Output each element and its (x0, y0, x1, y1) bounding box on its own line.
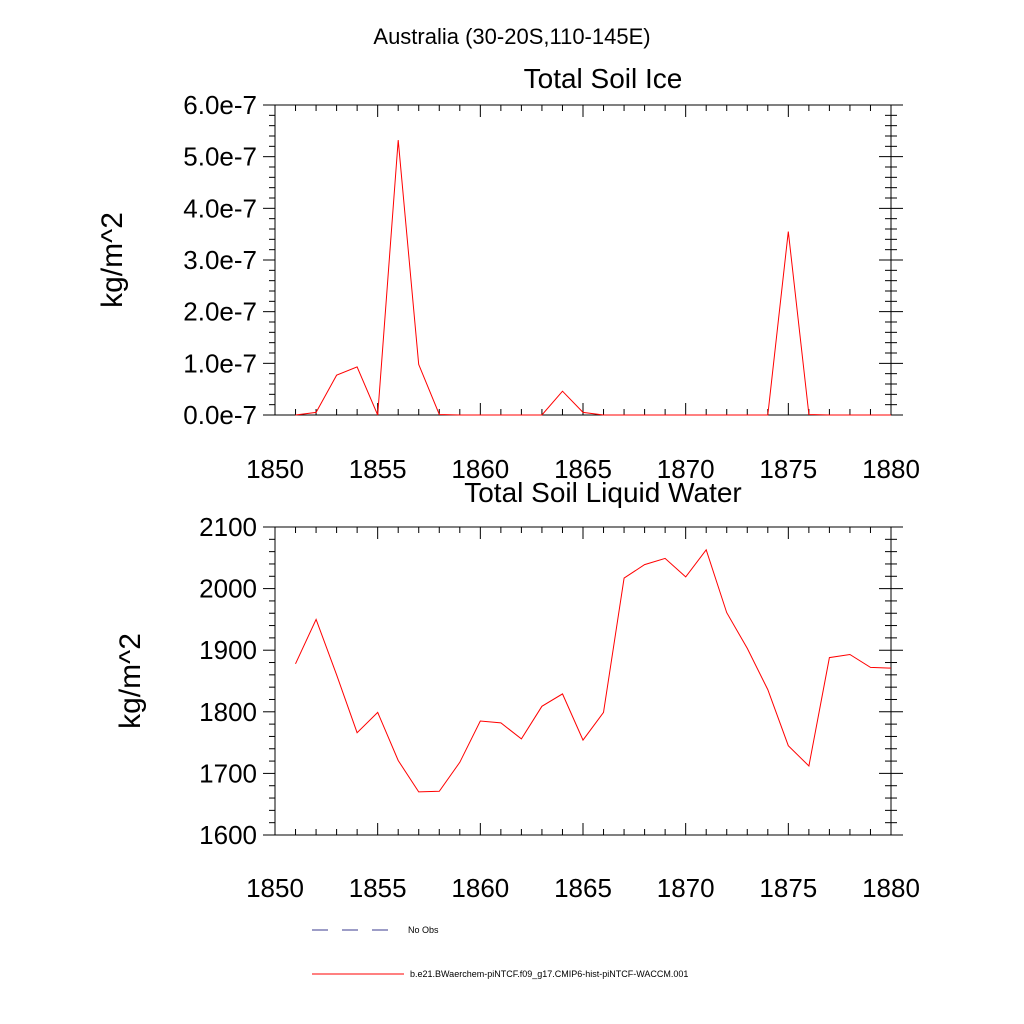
y-tick-label: 6.0e-7 (183, 90, 257, 120)
x-tick-label: 1860 (451, 873, 509, 903)
x-tick-label: 1850 (246, 454, 304, 484)
y-tick-label: 2100 (199, 512, 257, 542)
series-line (295, 140, 891, 416)
legend-label: b.e21.BWaerchem-piNTCF.f09_g17.CMIP6-his… (410, 969, 688, 979)
y-tick-label: 2000 (199, 574, 257, 604)
plot-frame (274, 104, 892, 416)
x-tick-label: 1870 (657, 873, 715, 903)
x-tick-label: 1860 (451, 454, 509, 484)
y-axis-label: kg/m^2 (96, 212, 129, 308)
plot-frame (274, 526, 892, 836)
legend: No Obs b.e21.BWaerchem-piNTCF.f09_g17.CMI… (312, 925, 688, 979)
legend-label: No Obs (408, 925, 439, 935)
x-tick-label: 1865 (554, 873, 612, 903)
x-tick-label: 1880 (862, 454, 920, 484)
y-axis-label: kg/m^2 (114, 633, 147, 729)
y-tick-label: 1700 (199, 758, 257, 788)
panel-title: Total Soil Liquid Water (464, 477, 742, 508)
y-tick-label: 3.0e-7 (183, 245, 257, 275)
y-tick-label: 1800 (199, 697, 257, 727)
x-tick-label: 1875 (759, 873, 817, 903)
panel-total-soil-liquid-water: Total Soil Liquid Water 1850 1855 1860 1865 1… (114, 477, 920, 903)
panel-total-soil-ice: Total Soil Ice 1850 1855 1860 1865 1870 1875 18… (96, 63, 920, 484)
region-title: Australia (30-20S,110-145E) (373, 24, 650, 49)
x-tick-label: 1870 (657, 454, 715, 484)
x-tick-label: 1850 (246, 873, 304, 903)
y-tick-label: 0.0e-7 (183, 400, 257, 430)
series-line (295, 548, 892, 793)
y-tick-label: 5.0e-7 (183, 142, 257, 172)
x-tick-label: 1875 (759, 454, 817, 484)
y-tick-label: 2.0e-7 (183, 297, 257, 327)
x-tick-label: 1855 (349, 873, 407, 903)
x-tick-label: 1855 (349, 454, 407, 484)
y-tick-label: 4.0e-7 (183, 193, 257, 223)
x-tick-label: 1865 (554, 454, 612, 484)
panel-title: Total Soil Ice (524, 63, 683, 94)
y-tick-label: 1600 (199, 820, 257, 850)
x-tick-label: 1880 (862, 873, 920, 903)
y-tick-label: 1.0e-7 (183, 348, 257, 378)
y-tick-label: 1900 (199, 635, 257, 665)
